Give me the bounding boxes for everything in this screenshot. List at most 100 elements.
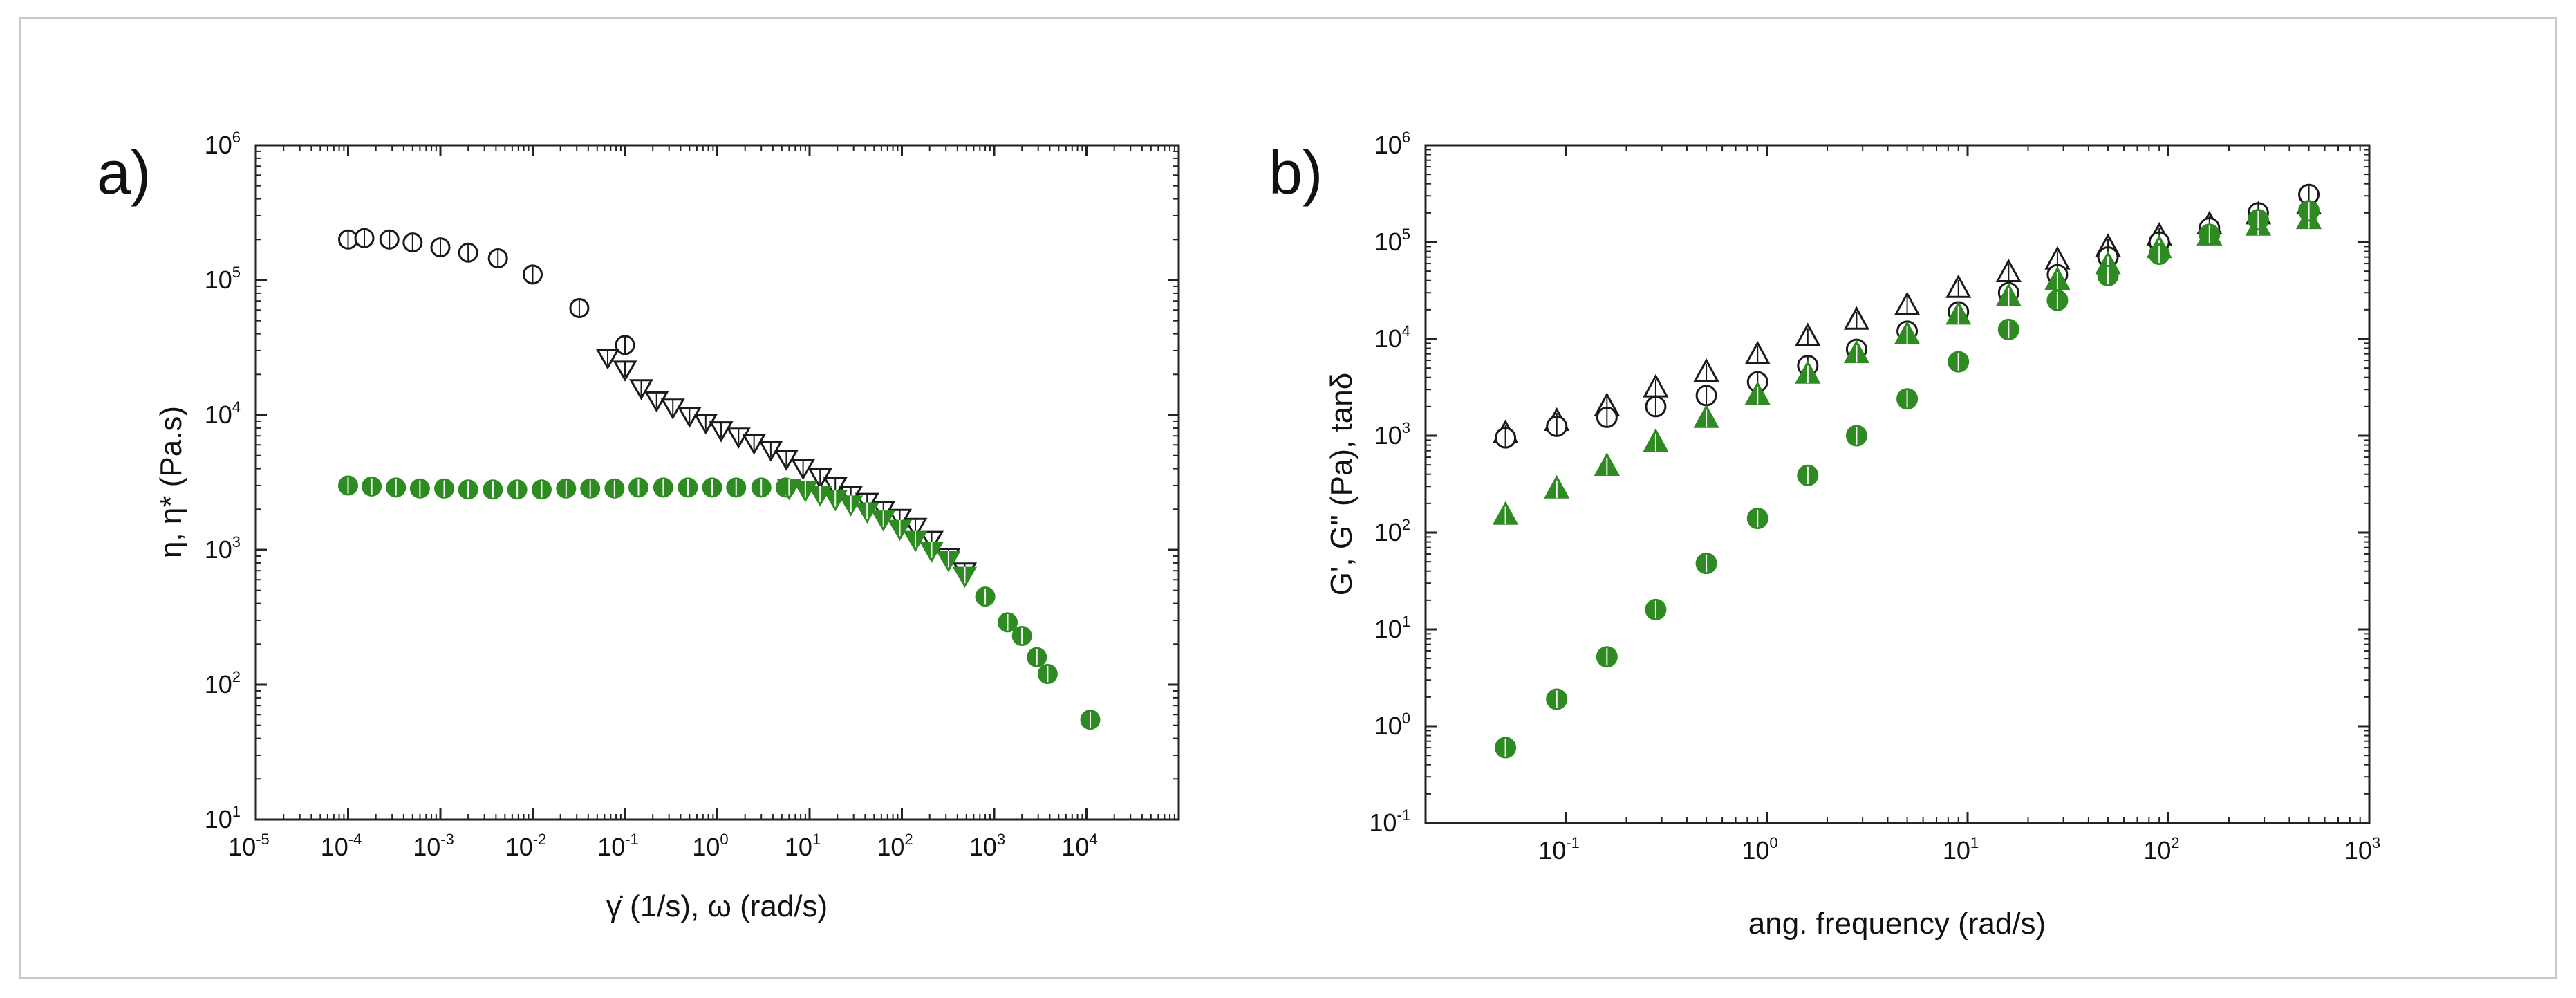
y-tick-exponent: 3 xyxy=(232,533,241,551)
series-3 xyxy=(776,479,977,589)
y-tick-base: 10 xyxy=(1374,421,1402,450)
x-tick-base: 10 xyxy=(597,833,625,861)
y-tick-exponent: 2 xyxy=(1402,516,1410,533)
y-tick-exponent: 1 xyxy=(232,803,241,820)
y-tick-exponent: -1 xyxy=(1397,806,1410,824)
y-tick-base: 10 xyxy=(1369,808,1397,837)
y-tick-base: 10 xyxy=(205,400,232,429)
y-tick-base: 10 xyxy=(205,266,232,294)
x-tick-label: 101 xyxy=(785,831,821,861)
x-tick-label: 10-1 xyxy=(1538,834,1580,865)
x-tick-label: 10-3 xyxy=(413,831,454,861)
y-tick-exponent: 4 xyxy=(232,398,241,416)
x-tick-label: 10-2 xyxy=(505,831,547,861)
x-tick-base: 10 xyxy=(1538,836,1566,865)
x-tick-base: 10 xyxy=(413,833,440,861)
x-tick-base: 10 xyxy=(2143,836,2171,865)
x-tick-exponent: 1 xyxy=(1970,834,1979,851)
y-tick-exponent: 0 xyxy=(1402,710,1410,727)
x-tick-exponent: -1 xyxy=(1566,834,1580,851)
x-tick-base: 10 xyxy=(692,833,720,861)
panel-b-plot-area xyxy=(1424,144,2371,824)
y-tick-label: 105 xyxy=(205,264,241,294)
y-tick-label: 106 xyxy=(205,129,241,159)
x-tick-label: 103 xyxy=(2344,834,2380,865)
x-tick-label: 104 xyxy=(1061,831,1097,861)
x-tick-label: 101 xyxy=(1943,834,1979,865)
series-3 xyxy=(1495,200,2320,759)
x-tick-label: 102 xyxy=(2143,834,2179,865)
panel-b-marks xyxy=(1492,183,2322,759)
x-tick-base: 10 xyxy=(1943,836,1970,865)
x-tick-exponent: 1 xyxy=(812,831,821,848)
panel-a-y-axis-title: η, η* (Pa.s) xyxy=(154,406,188,558)
y-tick-exponent: 6 xyxy=(1402,129,1410,146)
panel-a-marks xyxy=(338,228,1101,730)
panel-b-ticks: 10-1 100 101 102 10310-110010110210310410510… xyxy=(1369,129,2380,865)
y-tick-label: 104 xyxy=(205,398,241,429)
x-tick-exponent: -5 xyxy=(256,831,270,848)
x-tick-base: 10 xyxy=(505,833,533,861)
x-tick-base: 10 xyxy=(228,833,256,861)
panel-a-label: a) xyxy=(97,138,151,207)
x-tick-base: 10 xyxy=(1061,833,1089,861)
y-tick-exponent: 4 xyxy=(1402,322,1410,340)
panel-a: a) 10-5 10-4 10-3 10-2 10-1 100 101 102 103 10410… xyxy=(97,129,1180,923)
y-tick-exponent: 3 xyxy=(1402,419,1410,436)
x-tick-exponent: 2 xyxy=(2171,834,2179,851)
panel-b: b) 10-1 100 101 102 10310-110010110210310410… xyxy=(1269,129,2380,941)
y-tick-base: 10 xyxy=(1374,615,1402,643)
panel-b-label: b) xyxy=(1269,138,1323,207)
x-tick-exponent: -3 xyxy=(440,831,454,848)
x-tick-exponent: -4 xyxy=(348,831,362,848)
x-tick-exponent: -2 xyxy=(533,831,547,848)
series-2 xyxy=(338,475,1101,730)
y-tick-base: 10 xyxy=(205,535,232,564)
y-tick-base: 10 xyxy=(205,670,232,699)
x-tick-exponent: 3 xyxy=(2372,834,2380,851)
x-tick-label: 10-4 xyxy=(321,831,362,861)
x-tick-label: 103 xyxy=(969,831,1005,861)
x-tick-base: 10 xyxy=(1742,836,1769,865)
y-tick-base: 10 xyxy=(1374,228,1402,256)
panel-b-x-axis-title: ang. frequency (rad/s) xyxy=(1748,907,2046,941)
series-2 xyxy=(1492,205,2322,525)
x-tick-label: 10-5 xyxy=(228,831,270,861)
y-tick-label: 101 xyxy=(205,803,241,833)
x-tick-base: 10 xyxy=(969,833,997,861)
y-tick-label: 101 xyxy=(1374,613,1410,643)
x-tick-exponent: 3 xyxy=(997,831,1005,848)
x-tick-exponent: 2 xyxy=(904,831,913,848)
panel-b-y-axis-title: G', G" (Pa), tanδ xyxy=(1325,373,1359,595)
y-tick-exponent: 2 xyxy=(232,668,241,685)
y-tick-exponent: 5 xyxy=(1402,225,1410,243)
x-tick-base: 10 xyxy=(2344,836,2372,865)
y-tick-label: 10-1 xyxy=(1369,806,1410,837)
x-tick-exponent: 0 xyxy=(720,831,728,848)
x-tick-label: 100 xyxy=(692,831,728,861)
panel-a-ticks: 10-5 10-4 10-3 10-2 10-1 100 101 102 103 10410110… xyxy=(205,129,1179,861)
x-tick-exponent: 0 xyxy=(1769,834,1777,851)
y-tick-base: 10 xyxy=(205,131,232,159)
y-tick-label: 105 xyxy=(1374,225,1410,256)
y-tick-base: 10 xyxy=(1374,712,1402,740)
x-tick-exponent: -1 xyxy=(625,831,639,848)
x-tick-base: 10 xyxy=(321,833,348,861)
x-tick-label: 10-1 xyxy=(597,831,639,861)
x-tick-label: 102 xyxy=(877,831,913,861)
panel-a-x-axis-title: γ̇ (1/s), ω (rad/s) xyxy=(606,889,828,923)
y-tick-base: 10 xyxy=(1374,518,1402,546)
x-tick-label: 100 xyxy=(1742,834,1777,865)
y-tick-exponent: 6 xyxy=(232,129,241,146)
x-tick-base: 10 xyxy=(785,833,812,861)
y-tick-label: 103 xyxy=(205,533,241,564)
y-tick-label: 102 xyxy=(1374,516,1410,546)
x-tick-exponent: 4 xyxy=(1089,831,1097,848)
y-tick-label: 100 xyxy=(1374,710,1410,740)
y-tick-label: 104 xyxy=(1374,322,1410,353)
series-0 xyxy=(338,228,635,355)
y-tick-base: 10 xyxy=(1374,131,1402,159)
x-tick-base: 10 xyxy=(877,833,904,861)
y-tick-base: 10 xyxy=(205,805,232,833)
